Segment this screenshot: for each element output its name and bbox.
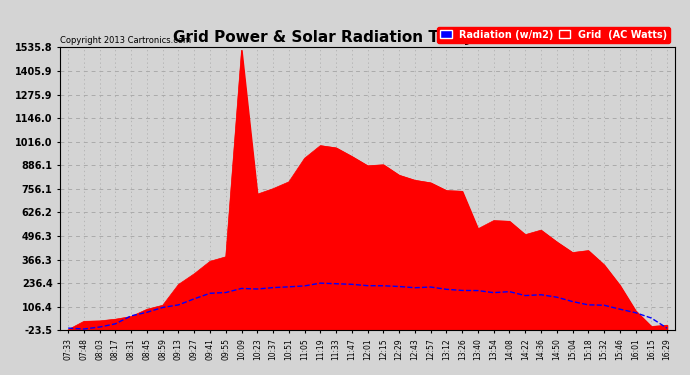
Legend: Radiation (w/m2), Grid  (AC Watts): Radiation (w/m2), Grid (AC Watts) xyxy=(437,27,670,43)
Title: Grid Power & Solar Radiation Thu Jan 3 16:34: Grid Power & Solar Radiation Thu Jan 3 1… xyxy=(172,30,562,45)
Text: Copyright 2013 Cartronics.com: Copyright 2013 Cartronics.com xyxy=(60,36,191,45)
